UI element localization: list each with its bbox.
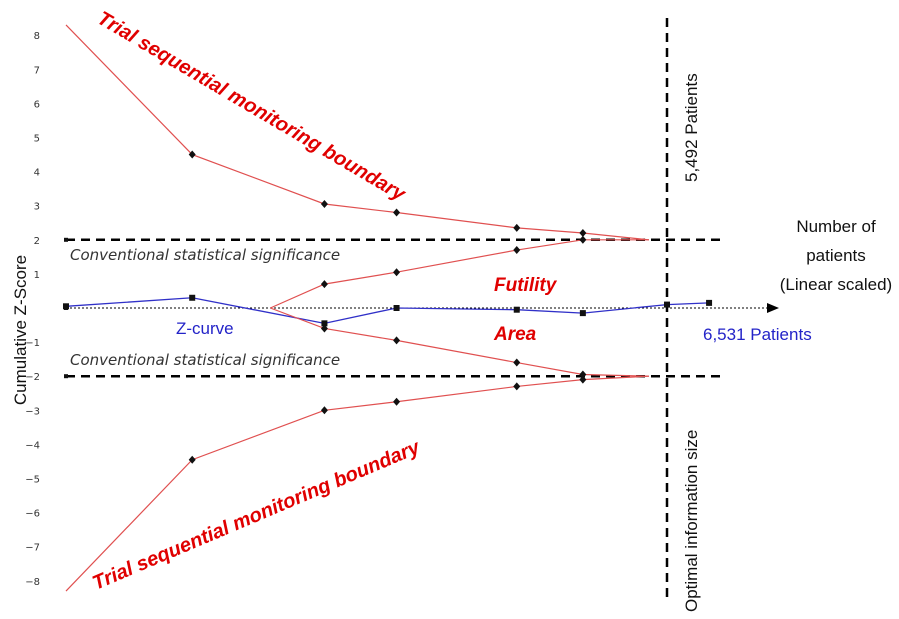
data-point-lower-boundary bbox=[513, 382, 521, 391]
data-point-lower-boundary bbox=[188, 455, 196, 464]
patients-actual-label: 6,531 Patients bbox=[703, 325, 812, 344]
reference-end-marker bbox=[64, 237, 68, 242]
y-tick-label: −2 bbox=[25, 372, 40, 383]
y-tick-label: 7 bbox=[34, 65, 40, 76]
patients-required-label: 5,492 Patients bbox=[682, 73, 701, 182]
data-point-z-curve bbox=[321, 320, 328, 327]
y-tick-label: −5 bbox=[25, 475, 40, 486]
data-point-z-curve bbox=[664, 301, 670, 308]
x-axis-label-line2: patients bbox=[806, 246, 866, 265]
data-point-z-curve bbox=[189, 294, 196, 301]
data-point-z-curve bbox=[393, 305, 400, 311]
y-tick-label: −6 bbox=[25, 509, 40, 520]
y-tick-label: 5 bbox=[34, 134, 40, 145]
z-curve-label: Z-curve bbox=[176, 319, 234, 338]
optimal-information-label: Optimal information size bbox=[682, 430, 701, 612]
y-tick-labels: 8 7 6 5 4 3 2 1 −1 −2 −3 −4 −5 −6 −7 −8 bbox=[25, 31, 40, 588]
series-upper-futility bbox=[270, 239, 649, 309]
y-tick-label: 1 bbox=[34, 270, 40, 281]
data-point-upper-futility bbox=[393, 268, 401, 277]
series-lower-futility bbox=[270, 307, 649, 377]
data-point-lower-boundary bbox=[393, 397, 401, 406]
data-point-upper-boundary bbox=[579, 228, 587, 237]
data-point-z-curve bbox=[706, 299, 713, 306]
y-tick-label: −1 bbox=[25, 338, 40, 349]
series-layer bbox=[63, 24, 713, 592]
data-point-upper-boundary bbox=[188, 150, 196, 159]
data-point-z-curve bbox=[513, 306, 520, 313]
x-axis-label-line3: (Linear scaled) bbox=[780, 275, 892, 294]
y-tick-label: 6 bbox=[34, 99, 40, 110]
conventional-significance-lower-label: Conventional statistical significance bbox=[70, 351, 340, 369]
data-point-lower-boundary bbox=[579, 375, 587, 384]
y-tick-label: −3 bbox=[25, 406, 40, 417]
data-point-upper-futility bbox=[320, 280, 328, 289]
data-point-upper-futility bbox=[513, 246, 521, 255]
x-axis-label-line1: Number of bbox=[796, 217, 876, 236]
y-tick-label: −7 bbox=[25, 543, 40, 554]
y-tick-label: 3 bbox=[34, 202, 40, 213]
data-point-upper-boundary bbox=[320, 199, 328, 208]
data-point-upper-boundary bbox=[393, 208, 401, 217]
series-z-curve bbox=[65, 297, 710, 325]
area-label: Area bbox=[493, 324, 537, 345]
data-point-lower-futility bbox=[513, 358, 521, 367]
futility-label: Futility bbox=[494, 275, 558, 296]
data-point-upper-boundary bbox=[513, 223, 521, 232]
data-point-lower-futility bbox=[579, 370, 587, 379]
y-tick-label: −4 bbox=[25, 440, 40, 451]
reference-end-marker bbox=[64, 374, 68, 379]
y-tick-label: 4 bbox=[34, 168, 40, 179]
data-point-lower-futility bbox=[393, 336, 401, 345]
data-point-lower-boundary bbox=[320, 406, 328, 415]
data-point-upper-futility bbox=[579, 235, 587, 244]
reference-end-marker bbox=[64, 306, 68, 310]
conventional-significance-upper-label: Conventional statistical significance bbox=[70, 246, 340, 264]
y-tick-label: −8 bbox=[25, 577, 40, 588]
data-point-z-curve bbox=[579, 310, 586, 317]
y-tick-label: 2 bbox=[34, 236, 40, 247]
data-point-lower-futility bbox=[320, 324, 328, 333]
y-axis-title: Cumulative Z-Score bbox=[11, 255, 30, 405]
y-tick-label: 8 bbox=[34, 31, 40, 42]
